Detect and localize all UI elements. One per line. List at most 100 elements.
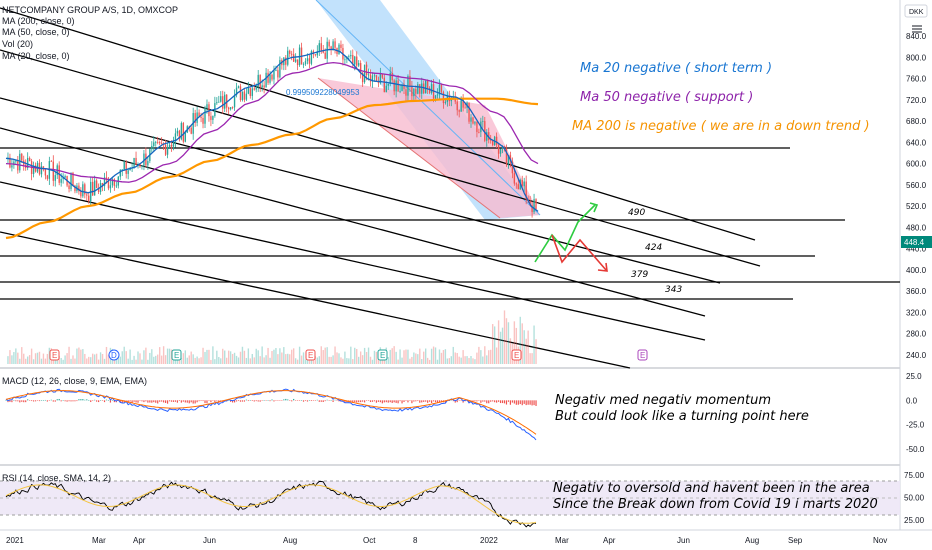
candle-body <box>9 157 11 168</box>
volume-bar <box>74 358 76 364</box>
bullish-scenario-arrow[interactable] <box>534 204 596 263</box>
candle-body <box>367 74 370 76</box>
volume-bar <box>533 325 535 364</box>
volume-bar <box>265 355 267 364</box>
candle-body <box>316 51 319 56</box>
volume-bar <box>294 358 297 364</box>
macd-hist-bar <box>241 400 244 402</box>
volume-bar <box>440 352 443 364</box>
macd-hist-bar <box>486 400 488 404</box>
rsi-axis: 75.00 50.00 25.00 <box>904 471 925 525</box>
candle-body <box>434 95 437 99</box>
level-label-343: 343 <box>665 285 682 295</box>
level-lines[interactable] <box>0 147 900 300</box>
macd-hist-bar <box>259 400 261 402</box>
candle-body <box>415 88 417 94</box>
ma50-legend[interactable]: MA (50, close, 0) <box>2 27 70 37</box>
event-badges[interactable]: E D E E E E E <box>49 349 648 361</box>
macd-hist-bar <box>113 400 115 403</box>
candle-body <box>50 161 53 162</box>
vol-legend[interactable]: Vol (20) <box>2 39 33 49</box>
macd-hist-bar <box>490 400 492 402</box>
macd-hist-bar <box>184 400 186 403</box>
rsi-tick-label: 50.00 <box>904 494 925 503</box>
candle-body <box>93 180 96 196</box>
ma200-line[interactable] <box>5 97 539 240</box>
volume-bar <box>11 355 13 364</box>
annotation-ma200: MA 200 is negative ( we are in a down tr… <box>572 119 870 134</box>
candle-body <box>269 74 271 83</box>
macd-hist-bar <box>464 400 466 402</box>
ma200-legend[interactable]: MA (200, close, 0) <box>2 16 75 26</box>
candle-body <box>275 70 277 71</box>
macd-hist-bar <box>27 399 29 401</box>
macd-hist-bar <box>460 400 462 401</box>
volume-bar <box>151 349 153 364</box>
candle-body <box>344 59 346 61</box>
ma50-line[interactable] <box>5 61 539 183</box>
macd-legend[interactable]: MACD (12, 26, close, 9, EMA, EMA) <box>2 376 147 386</box>
level-label-490: 490 <box>628 208 645 218</box>
volume-bar <box>395 351 397 364</box>
volume-bar <box>243 350 246 364</box>
channel-top-line[interactable] <box>315 0 541 216</box>
volume-bar <box>466 356 468 364</box>
volume-bar <box>58 355 60 364</box>
candle-body <box>46 175 49 179</box>
price-axis[interactable]: 840.0 800.0 760.0 720.0 680.0 640.0 600.0 560.0… <box>906 32 927 360</box>
volume-bar <box>123 346 125 364</box>
macd-hist-bar <box>407 400 409 403</box>
volume-bar <box>62 359 64 364</box>
candle-body <box>421 83 423 94</box>
candle-body <box>265 72 267 88</box>
bearish-scenario-arrow[interactable] <box>551 234 607 271</box>
price-tick-label: 280.0 <box>906 330 927 339</box>
candle-body <box>220 96 222 102</box>
volume-bar <box>168 348 171 364</box>
rsi-legend[interactable]: RSI (14, close, SMA, 14, 2) <box>2 473 111 483</box>
macd-hist-bar <box>133 400 135 402</box>
macd-hist-bar <box>88 400 90 401</box>
time-tick-label: Apr <box>133 536 146 545</box>
time-tick-label: 2021 <box>6 536 24 545</box>
macd-hist-bar <box>131 400 133 403</box>
time-axis[interactable]: 2021 Mar Apr Jun Aug Oct 8 2022 Mar Apr Jun Aug Sep N… <box>6 536 887 545</box>
volume-bar <box>507 322 510 364</box>
macd-hist-bar <box>239 400 242 402</box>
volume-bar <box>182 353 185 364</box>
candle-body <box>78 185 80 192</box>
macd-hist-bar <box>531 400 533 406</box>
macd-hist-bar <box>129 400 131 402</box>
volume-bar <box>93 354 96 364</box>
candle-body <box>495 136 498 145</box>
currency-badge[interactable] <box>904 4 928 18</box>
macd-hist-bar <box>50 399 52 401</box>
candle-body <box>229 107 232 110</box>
volume-bar <box>135 359 137 364</box>
volume-bar <box>377 357 380 364</box>
hamburger-icon[interactable] <box>912 25 922 33</box>
volume-bar <box>369 356 372 364</box>
candle-body <box>291 53 293 55</box>
ma20-line[interactable] <box>5 48 539 212</box>
volume-bar <box>478 346 480 364</box>
candle-body <box>255 86 257 90</box>
macd-hist-bar <box>387 400 389 403</box>
trendlines[interactable] <box>0 7 761 369</box>
volume-bar <box>446 358 449 364</box>
volume-bar <box>198 358 200 364</box>
volume-bar <box>121 351 123 364</box>
volume-bar <box>448 358 451 364</box>
macd-hist-bar <box>29 400 31 401</box>
volume-bar <box>285 354 287 364</box>
candle-body <box>176 130 179 134</box>
candle-body <box>135 157 137 165</box>
macd-hist-bar <box>161 400 163 402</box>
ma20-legend[interactable]: MA (20, close, 0) <box>2 51 70 61</box>
macd-line[interactable] <box>5 388 537 441</box>
rsi-ma-line[interactable] <box>5 484 537 524</box>
volume-bar <box>302 352 305 364</box>
volume-bar <box>180 357 183 364</box>
volume-bar <box>88 356 90 364</box>
macd-signal-line[interactable] <box>5 390 537 435</box>
